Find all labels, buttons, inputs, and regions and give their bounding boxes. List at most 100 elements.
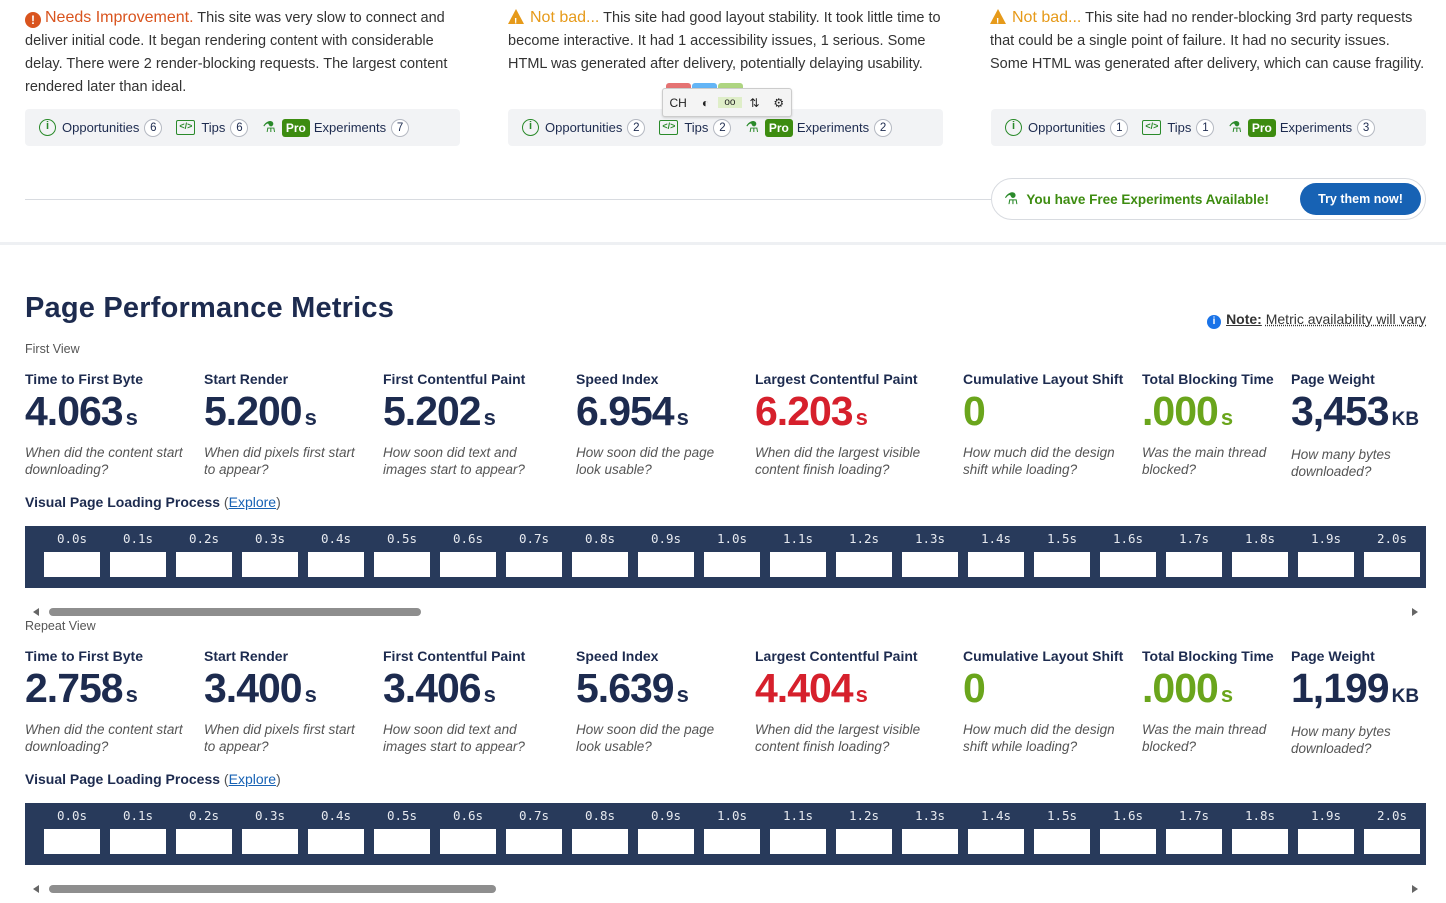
filmstrip-frame[interactable]: 1.1s	[770, 526, 826, 577]
summary-card-2: Not bad... This site had good layout sta…	[508, 0, 944, 76]
gear-icon[interactable]: ⚙	[773, 95, 785, 110]
tab-tips[interactable]: </> Tips 6	[176, 118, 249, 137]
scroll-right-icon[interactable]	[1412, 885, 1418, 893]
filmstrip-frame[interactable]: 1.0s	[704, 526, 760, 577]
filmstrip-frame[interactable]: 0.9s	[638, 526, 694, 577]
filmstrip-frame[interactable]: 1.0s	[704, 803, 760, 854]
tab-opportunities[interactable]: i Opportunities 6	[39, 118, 163, 137]
filmstrip-scrollbar[interactable]	[25, 606, 1426, 618]
frame-thumbnail	[836, 829, 892, 854]
metric-name: Start Render	[204, 371, 289, 387]
try-them-now-button[interactable]: Try them now!	[1300, 183, 1421, 215]
filmstrip-frame[interactable]: 1.7s	[1166, 803, 1222, 854]
frame-time: 0.9s	[650, 531, 682, 546]
frame-time: 0.1s	[122, 531, 154, 546]
scroll-right-icon[interactable]	[1412, 608, 1418, 616]
half-moon-icon[interactable]: ◐	[701, 95, 710, 110]
free-experiments-banner: ⚗ You have Free Experiments Available! T…	[991, 178, 1426, 220]
scroll-thumb[interactable]	[49, 608, 421, 616]
scroll-left-icon[interactable]	[33, 608, 39, 616]
filmstrip-frame[interactable]: 1.4s	[968, 526, 1024, 577]
scroll-thumb[interactable]	[49, 885, 496, 893]
filmstrip-frame[interactable]: 0.1s	[110, 803, 166, 854]
explore-link[interactable]: Explore	[228, 771, 277, 787]
scroll-left-icon[interactable]	[33, 885, 39, 893]
filmstrip-frame[interactable]: 1.2s	[836, 803, 892, 854]
metric-description: How much did the design shift while load…	[963, 722, 1115, 754]
metric-unit: s	[125, 405, 138, 430]
metric-first-contentful-paint: First Contentful Paint 3.406 s How soon did…	[383, 648, 548, 755]
metric-unit: s	[304, 682, 317, 707]
tab-opportunities[interactable]: i Opportunities 2	[522, 118, 646, 137]
filmstrip-frame[interactable]: 0.0s	[44, 526, 100, 577]
tips-icon: </>	[659, 120, 679, 135]
filmstrip-frame[interactable]: 1.7s	[1166, 526, 1222, 577]
filmstrip-frame[interactable]: 1.6s	[1100, 803, 1156, 854]
metric-unit: s	[1220, 405, 1234, 430]
metric-value: 6.954	[576, 388, 675, 434]
filmstrip-frame[interactable]: 1.5s	[1034, 526, 1090, 577]
filmstrip-frame[interactable]: 1.4s	[968, 803, 1024, 854]
tab-experiments[interactable]: ⚗ Pro Experiments 3	[1228, 118, 1376, 137]
metric-value: 2.758	[25, 665, 124, 711]
filmstrip-frame[interactable]: 0.7s	[506, 526, 562, 577]
filmstrip[interactable]: 0.0s 0.1s 0.2s 0.3s 0.4s 0.5s 0.6s 0.7s 0.8s 0.9s…	[25, 526, 1426, 588]
filmstrip-frame[interactable]: 0.6s	[440, 526, 496, 577]
filmstrip-frame[interactable]: 0.9s	[638, 803, 694, 854]
resize-icon[interactable]: ⇅	[749, 95, 760, 110]
filmstrip-frame[interactable]: 1.6s	[1100, 526, 1156, 577]
filmstrip-scrollbar[interactable]	[25, 883, 1426, 895]
frame-time: 2.0s	[1376, 808, 1408, 823]
metric-start-render: Start Render 5.200 s When did pixels first …	[204, 371, 369, 478]
filmstrip-frame[interactable]: 0.2s	[176, 526, 232, 577]
tab-tips[interactable]: </> Tips 2	[659, 118, 732, 137]
filmstrip-frame[interactable]: 0.0s	[44, 803, 100, 854]
filmstrip-frame[interactable]: 0.4s	[308, 526, 364, 577]
free-experiments-text: You have Free Experiments Available!	[1026, 191, 1269, 207]
visual-loading-title: Visual Page Loading Process (Explore)	[25, 494, 281, 510]
frame-time: 1.9s	[1310, 808, 1342, 823]
note-link[interactable]: Metric availability will vary	[1265, 311, 1426, 327]
filmstrip-frame[interactable]: 1.3s	[902, 803, 958, 854]
filmstrip-frame[interactable]: 0.5s	[374, 526, 430, 577]
filmstrip-frame[interactable]: 0.4s	[308, 803, 364, 854]
filmstrip-frame[interactable]: 0.3s	[242, 803, 298, 854]
filmstrip-frame[interactable]: 0.1s	[110, 526, 166, 577]
filmstrip-frame[interactable]: 1.9s	[1298, 803, 1354, 854]
frame-time: 2.0s	[1376, 531, 1408, 546]
filmstrip-frame[interactable]: 1.1s	[770, 803, 826, 854]
filmstrip-frame[interactable]: 0.3s	[242, 526, 298, 577]
filmstrip-frame[interactable]: 2.0s	[1364, 526, 1420, 577]
filmstrip-frame[interactable]: 1.3s	[902, 526, 958, 577]
frame-time: 0.3s	[254, 808, 286, 823]
frame-thumbnail	[836, 552, 892, 577]
page-title: Page Performance Metrics	[25, 292, 395, 324]
tab-opportunities[interactable]: i Opportunities 1	[1005, 118, 1129, 137]
filmstrip-frame[interactable]: 0.5s	[374, 803, 430, 854]
filmstrip-frame[interactable]: 1.5s	[1034, 803, 1090, 854]
frame-thumbnail	[1100, 552, 1156, 577]
metric-speed-index: Speed Index 6.954 s How soon did the page l…	[576, 371, 741, 478]
filmstrip-frame[interactable]: 0.6s	[440, 803, 496, 854]
filmstrip-frame[interactable]: 0.8s	[572, 526, 628, 577]
filmstrip-frame[interactable]: 1.9s	[1298, 526, 1354, 577]
filmstrip[interactable]: 0.0s 0.1s 0.2s 0.3s 0.4s 0.5s 0.6s 0.7s 0.8s 0.9s…	[25, 803, 1426, 865]
glasses-icon[interactable]: oo	[717, 97, 743, 108]
toolbar-ch-button[interactable]: CH	[669, 95, 687, 110]
filmstrip-frame[interactable]: 1.8s	[1232, 803, 1288, 854]
filmstrip-frame[interactable]: 0.2s	[176, 803, 232, 854]
explore-link[interactable]: Explore	[228, 494, 277, 510]
metric-unit: s	[1220, 682, 1234, 707]
filmstrip-frame[interactable]: 0.7s	[506, 803, 562, 854]
tab-experiments[interactable]: ⚗ Pro Experiments 7	[262, 118, 410, 137]
filmstrip-frame[interactable]: 0.8s	[572, 803, 628, 854]
tab-experiments[interactable]: ⚗ Pro Experiments 2	[745, 118, 893, 137]
tab-tips[interactable]: </> Tips 1	[1142, 118, 1215, 137]
metric-name: Speed Index	[576, 371, 659, 387]
frame-time: 1.7s	[1178, 531, 1210, 546]
filmstrip-frame[interactable]: 1.8s	[1232, 526, 1288, 577]
frame-thumbnail	[572, 829, 628, 854]
filmstrip-frame[interactable]: 2.0s	[1364, 803, 1420, 854]
filmstrip-frame[interactable]: 1.2s	[836, 526, 892, 577]
metric-value: .000	[1142, 388, 1219, 434]
